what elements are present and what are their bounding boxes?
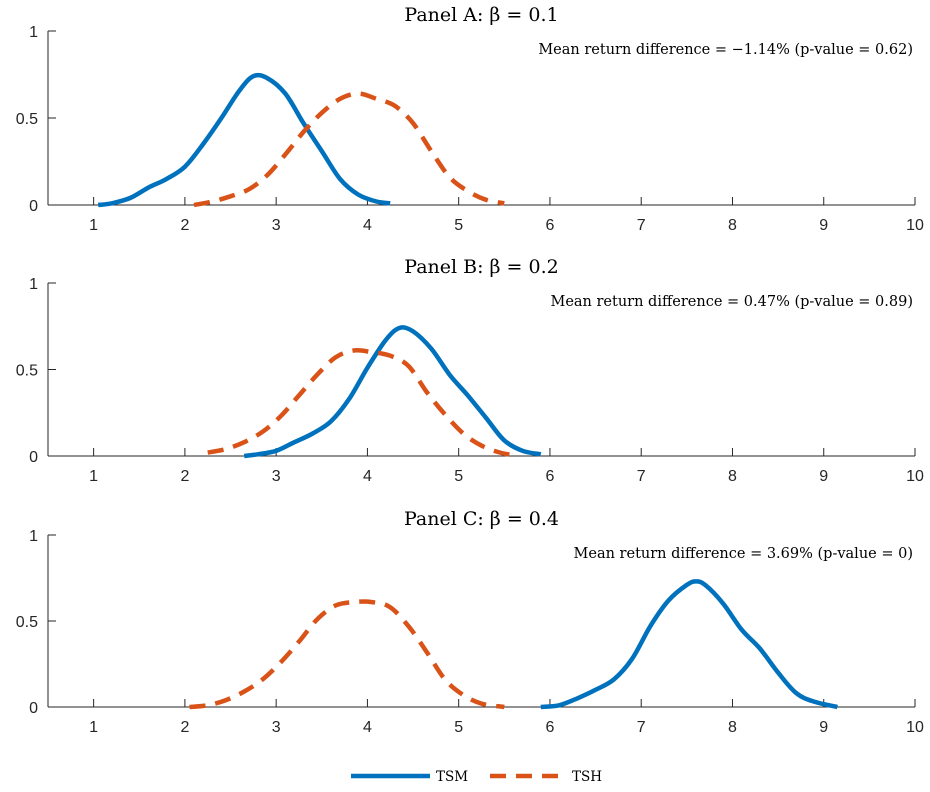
legend-label-tsm: TSM [436, 769, 468, 785]
y-tick-label: 0.5 [16, 111, 38, 128]
x-tick-label: 2 [180, 468, 189, 485]
y-tick-label: 1 [29, 528, 38, 545]
x-tick-label: 6 [545, 217, 554, 234]
x-tick-label: 7 [637, 468, 646, 485]
mean-return-annotation: Mean return difference = −1.14% (p-value… [538, 42, 913, 58]
series-line-tsh [189, 599, 505, 710]
x-tick-label: 1 [89, 468, 98, 485]
y-tick-label: 0.5 [16, 363, 38, 380]
series-line-tsh [207, 348, 519, 459]
x-tick-label: 5 [454, 719, 463, 736]
x-tick-label: 7 [637, 719, 646, 736]
legend: TSM TSH [351, 769, 602, 785]
x-tick-label: 3 [272, 468, 281, 485]
x-tick-label: 4 [363, 719, 372, 736]
x-tick-label: 6 [545, 468, 554, 485]
panel-c: Panel C: β = 0.4 1 2 3 4 5 6 7 8 9 10 0 0.5 1 Mean ret… [16, 508, 924, 736]
x-tick-label: 2 [180, 217, 189, 234]
x-tick-label: 5 [454, 217, 463, 234]
series-line-tsm [243, 325, 542, 459]
x-tick-label: 9 [819, 217, 828, 234]
x-tick-label: 4 [363, 468, 372, 485]
y-tick-label: 0 [29, 198, 38, 215]
x-tick-label: 10 [906, 719, 924, 736]
x-tick-label: 7 [637, 217, 646, 234]
mean-return-annotation: Mean return difference = 3.69% (p-value … [574, 546, 913, 562]
panel-a: Panel A: β = 0.1 1 2 3 4 5 6 7 8 9 10 0 0.5 1 Mean ret… [16, 4, 924, 234]
x-tick-label: 1 [89, 719, 98, 736]
x-tick-label: 8 [728, 468, 737, 485]
series-line-tsm [97, 72, 391, 208]
panel-title: Panel B: β = 0.2 [404, 256, 558, 278]
x-tick-label: 8 [728, 719, 737, 736]
y-tick-label: 1 [29, 276, 38, 293]
y-tick-label: 0 [29, 700, 38, 717]
x-tick-label: 9 [819, 468, 828, 485]
x-tick-label: 1 [89, 217, 98, 234]
y-tick-label: 0.5 [16, 614, 38, 631]
series-line-tsh [193, 91, 505, 208]
y-tick-label: 0 [29, 449, 38, 466]
legend-label-tsh: TSH [572, 769, 602, 785]
x-tick-label: 5 [454, 468, 463, 485]
x-tick-label: 10 [906, 217, 924, 234]
mean-return-annotation: Mean return difference = 0.47% (p-value … [550, 294, 913, 310]
x-tick-label: 6 [545, 719, 554, 736]
x-tick-label: 10 [906, 468, 924, 485]
panel-title: Panel C: β = 0.4 [404, 508, 559, 530]
x-tick-label: 3 [272, 217, 281, 234]
x-tick-label: 2 [180, 719, 189, 736]
series-line-tsm [540, 579, 838, 710]
x-tick-label: 8 [728, 217, 737, 234]
x-tick-label: 3 [272, 719, 281, 736]
x-tick-label: 9 [819, 719, 828, 736]
y-tick-label: 1 [29, 24, 38, 41]
panel-title: Panel A: β = 0.1 [404, 4, 558, 26]
panel-b: Panel B: β = 0.2 1 2 3 4 5 6 7 8 9 10 0 0.5 1 Mean ret… [16, 256, 924, 485]
x-tick-label: 4 [363, 217, 372, 234]
